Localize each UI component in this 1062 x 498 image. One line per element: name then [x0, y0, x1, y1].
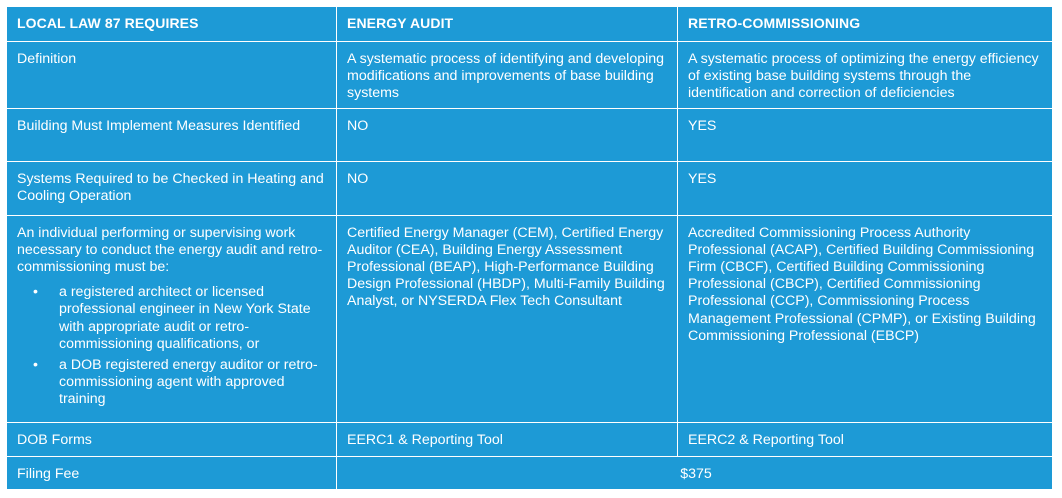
- list-item: • a registered architect or licensed pro…: [17, 284, 329, 353]
- header-requirements: LOCAL LAW 87 REQUIRES: [6, 6, 337, 42]
- table-row-definition: Definition A systematic process of ident…: [6, 41, 1053, 109]
- table-header-row: LOCAL LAW 87 REQUIRES ENERGY AUDIT RETRO…: [6, 6, 1053, 42]
- row-label-cell: An individual performing or supervising …: [6, 214, 337, 424]
- list-item: • a DOB registered energy auditor or ret…: [17, 357, 329, 409]
- row-label: DOB Forms: [6, 422, 337, 457]
- audit-cell: NO: [336, 161, 678, 216]
- table-row-dob-forms: DOB Forms EERC1 & Reporting Tool EERC2 &…: [6, 422, 1053, 457]
- row-label: Systems Required to be Checked in Heatin…: [6, 161, 337, 216]
- row-label: Definition: [6, 41, 337, 109]
- table-row-individual: An individual performing or supervising …: [6, 214, 1053, 424]
- ll87-requirements-table: LOCAL LAW 87 REQUIRES ENERGY AUDIT RETRO…: [6, 6, 1053, 491]
- bullet-icon: •: [33, 356, 38, 373]
- row-label: An individual performing or supervising …: [17, 224, 323, 275]
- rcx-cell: YES: [677, 107, 1053, 163]
- filing-fee-value: $375: [336, 455, 1053, 491]
- header-retro-commissioning: RETRO-COMMISSIONING: [677, 6, 1053, 42]
- header-energy-audit: ENERGY AUDIT: [336, 6, 678, 42]
- qualification-list: • a registered architect or licensed pro…: [17, 284, 329, 408]
- table-row-filing-fee: Filing Fee $375: [6, 455, 1053, 491]
- audit-cell: NO: [336, 107, 678, 163]
- rcx-cell: Accredited Commissioning Process Authori…: [677, 214, 1053, 424]
- list-item-text: a DOB registered energy auditor or retro…: [59, 356, 318, 408]
- row-label: Building Must Implement Measures Identif…: [6, 107, 337, 163]
- ll87-table-wrapper: LOCAL LAW 87 REQUIRES ENERGY AUDIT RETRO…: [6, 6, 1053, 491]
- audit-cell: Certified Energy Manager (CEM), Certifie…: [336, 214, 678, 424]
- table-row-systems: Systems Required to be Checked in Heatin…: [6, 161, 1053, 216]
- table-row-implement: Building Must Implement Measures Identif…: [6, 107, 1053, 163]
- rcx-cell: YES: [677, 161, 1053, 216]
- bullet-icon: •: [33, 284, 38, 301]
- audit-cell: EERC1 & Reporting Tool: [336, 422, 678, 457]
- row-label: Filing Fee: [6, 455, 337, 491]
- rcx-cell: EERC2 & Reporting Tool: [677, 422, 1053, 457]
- audit-cell: A systematic process of identifying and …: [336, 41, 678, 109]
- list-item-text: a registered architect or licensed profe…: [59, 284, 311, 352]
- rcx-cell: A systematic process of optimizing the e…: [677, 41, 1053, 109]
